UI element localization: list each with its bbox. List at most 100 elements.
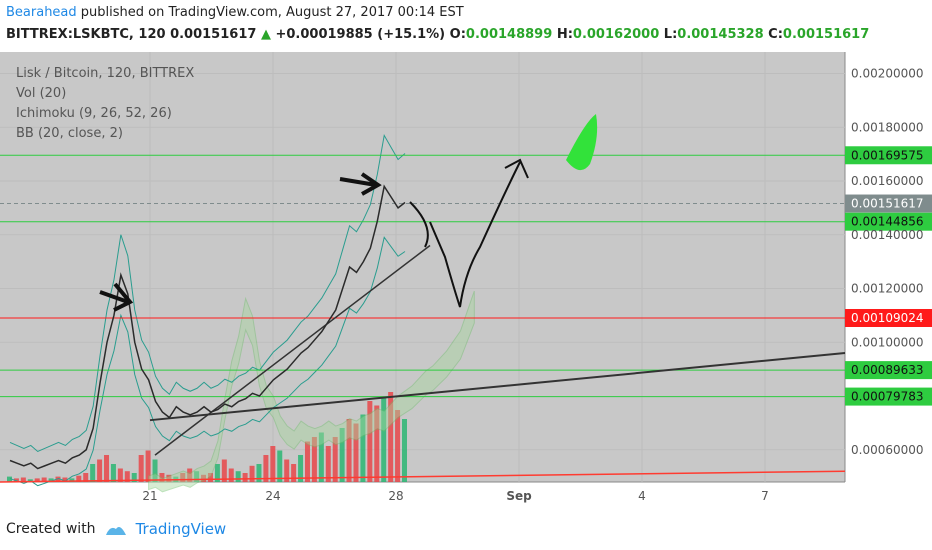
volume-bar <box>270 446 276 482</box>
level-label: 0.00169575 <box>851 148 924 162</box>
volume-bar <box>180 473 186 482</box>
volume-bar <box>159 473 165 482</box>
volume-bar <box>7 476 12 482</box>
tradingview-brand[interactable]: TradingView <box>135 520 227 538</box>
volume-bar <box>339 428 345 482</box>
volume-bar <box>194 471 200 482</box>
x-tick-label: 28 <box>388 489 403 503</box>
volume-bar <box>138 455 144 482</box>
volume-bar <box>311 437 317 482</box>
volume-bar <box>291 464 297 482</box>
footer: Created with TradingView <box>6 520 226 538</box>
trend-lines <box>0 244 846 483</box>
price-axis[interactable] <box>845 52 932 512</box>
volume-bar <box>124 471 130 482</box>
x-tick-label: 7 <box>761 489 769 503</box>
volume-bar <box>48 478 54 482</box>
y-tick-label: 0.00060000 <box>851 443 924 457</box>
publish-info: Bearahead published on TradingView.com, … <box>6 5 464 20</box>
volume-bar <box>353 423 359 482</box>
forecast-arrowhead <box>504 158 529 179</box>
volume-bar <box>381 396 387 482</box>
chart-legend: Lisk / Bitcoin, 120, BITTREX Vol (20) Ic… <box>16 66 194 141</box>
volume-bar <box>207 473 213 482</box>
y-tick-label: 0.00180000 <box>851 120 924 134</box>
volume-bar <box>131 473 137 482</box>
volume-bar <box>374 405 380 482</box>
volume-bar <box>325 446 331 482</box>
created-with-text: Created with <box>6 521 96 537</box>
volume-bar <box>20 477 26 482</box>
pointer-arrow-right <box>339 172 382 196</box>
volume-bar <box>97 459 103 482</box>
volume-bar <box>228 468 234 482</box>
quote-line: BITTREX:LSKBTC, 120 0.00151617 ▲ +0.0001… <box>6 27 869 42</box>
bb-lower <box>9 236 406 487</box>
level-tag <box>845 146 932 165</box>
y-tick-label: 0.00140000 <box>851 228 924 242</box>
volume-bar <box>395 410 401 482</box>
volume-bar <box>117 468 123 482</box>
level-tag <box>845 194 932 213</box>
y-tick-label: 0.00120000 <box>851 282 924 296</box>
tradingview-logo-icon <box>105 527 126 535</box>
volume-bar <box>249 465 255 482</box>
level-tag <box>845 361 932 380</box>
rocket-icon <box>566 114 598 171</box>
x-tick-label: Sep <box>506 489 532 503</box>
volume-bar <box>214 464 220 482</box>
indicator-ichimoku: Ichimoku (9, 26, 52, 26) <box>16 106 172 121</box>
volume-bar <box>62 477 68 482</box>
volume-bar <box>166 474 172 482</box>
grid <box>0 52 845 482</box>
x-tick-labels: 21 24 28 Sep 4 7 <box>142 489 768 503</box>
level-label: 0.00144856 <box>851 215 924 229</box>
open-label: O: <box>449 27 466 42</box>
volume-bar <box>34 478 40 482</box>
low-value: 0.00145328 <box>677 27 764 42</box>
volume-bar <box>76 475 82 482</box>
indicator-volume: Vol (20) <box>16 86 66 101</box>
symbol-label: BITTREX:LSKBTC, 120 <box>6 27 166 42</box>
volume-bar <box>318 432 324 482</box>
volume-bar <box>402 419 407 482</box>
close-value: 0.00151617 <box>782 27 870 42</box>
price-change: +0.00019885 (+15.1%) <box>275 27 446 42</box>
volume-bar <box>110 464 116 482</box>
volume-bar <box>346 419 352 482</box>
forecast-path <box>409 161 521 308</box>
x-tick-label: 21 <box>142 489 157 503</box>
volume-bar <box>90 464 96 482</box>
volume-bar <box>41 477 47 482</box>
trendline-rise <box>154 244 431 456</box>
volume-bar <box>83 473 89 482</box>
y-tick-label: 0.00200000 <box>851 67 924 81</box>
high-label: H: <box>556 27 573 42</box>
volume-bar <box>201 474 207 482</box>
level-label: 0.00109024 <box>851 311 924 325</box>
horizontal-levels: 0.00169575 0.00151617 0.00144856 0.00109024… <box>0 146 932 406</box>
level-label: 0.00089633 <box>851 363 924 377</box>
volume-bar <box>298 455 304 482</box>
trendline-support <box>0 470 846 483</box>
level-tag <box>845 387 932 406</box>
volume-bar <box>388 392 394 482</box>
publish-text: published on TradingView.com, August 27,… <box>80 5 464 20</box>
last-price: 0.00151617 <box>170 27 257 42</box>
plot-area[interactable] <box>0 52 845 482</box>
volume-bar <box>367 401 373 482</box>
volume-bar <box>152 459 158 482</box>
volume-bar <box>104 455 110 482</box>
volume-bar <box>145 450 151 482</box>
volume-bars <box>7 392 407 482</box>
price-chart[interactable]: 0.00169575 0.00151617 0.00144856 0.00109024… <box>0 52 932 512</box>
y-tick-label: 0.00160000 <box>851 174 924 188</box>
author-link[interactable]: Bearahead <box>6 5 77 20</box>
x-tick-label: 24 <box>265 489 280 503</box>
volume-bar <box>332 437 338 482</box>
x-tick-label: 4 <box>638 489 646 503</box>
y-tick-labels: 0.00200000 0.00180000 0.00160000 0.00140000… <box>851 67 924 457</box>
volume-bar <box>360 414 366 482</box>
volume-bar <box>277 450 283 482</box>
high-value: 0.00162000 <box>572 27 660 42</box>
